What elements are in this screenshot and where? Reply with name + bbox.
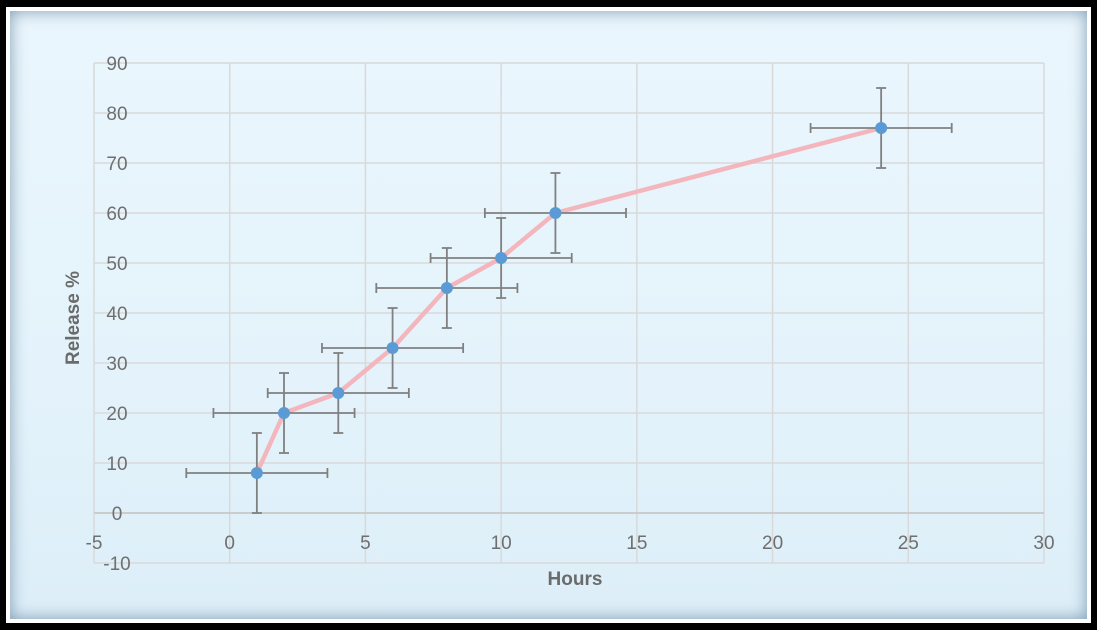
- x-tick-label: -5: [86, 533, 103, 554]
- y-tick-label: 70: [106, 154, 127, 175]
- y-tick-label: 40: [106, 304, 127, 325]
- y-axis-title: Release %: [63, 271, 84, 365]
- series-release: [185, 87, 953, 514]
- x-tick-label: 25: [898, 533, 919, 554]
- x-axis-title: Hours: [548, 569, 603, 590]
- y-tick-label: 10: [106, 454, 127, 475]
- y-tick-label: 60: [106, 204, 127, 225]
- y-tick-label: 80: [106, 104, 127, 125]
- gridlines: [93, 62, 1045, 564]
- data-point: [440, 282, 453, 294]
- y-tick-label: 0: [112, 504, 123, 525]
- x-tick-label: 15: [626, 533, 647, 554]
- x-tick-label: 30: [1033, 533, 1054, 554]
- y-tick-label: -10: [103, 554, 130, 575]
- data-point: [278, 407, 290, 419]
- x-tick-label: 20: [762, 533, 783, 554]
- data-point: [495, 252, 508, 264]
- data-point: [549, 207, 562, 219]
- y-tick-label: 50: [106, 254, 127, 275]
- y-tick-label: 90: [106, 54, 127, 75]
- data-point: [386, 342, 399, 354]
- data-point: [875, 122, 888, 134]
- data-point: [332, 387, 345, 399]
- release-chart: -5 0 5 10 15 20 25 30 -10 0 10 20 30 40 50 60 70 80 90 Ho…: [63, 54, 1055, 590]
- data-point: [250, 467, 263, 479]
- x-tick-label: 10: [491, 533, 512, 554]
- y-tick-label: 30: [106, 354, 127, 375]
- y-tick-label: 20: [106, 404, 127, 425]
- series-line: [254, 125, 884, 476]
- y-axis-ticks: -10 0 10 20 30 40 50 60 70 80 90: [103, 54, 130, 575]
- x-tick-label: 0: [224, 533, 235, 554]
- x-tick-label: 5: [360, 533, 371, 554]
- x-axis-ticks: -5 0 5 10 15 20 25 30: [86, 533, 1055, 554]
- chart-frame: -5 0 5 10 15 20 25 30 -10 0 10 20 30 40 50 60 70 80 90 Ho…: [6, 7, 1091, 623]
- chart-panel: -5 0 5 10 15 20 25 30 -10 0 10 20 30 40 50 60 70 80 90 Ho…: [10, 11, 1087, 619]
